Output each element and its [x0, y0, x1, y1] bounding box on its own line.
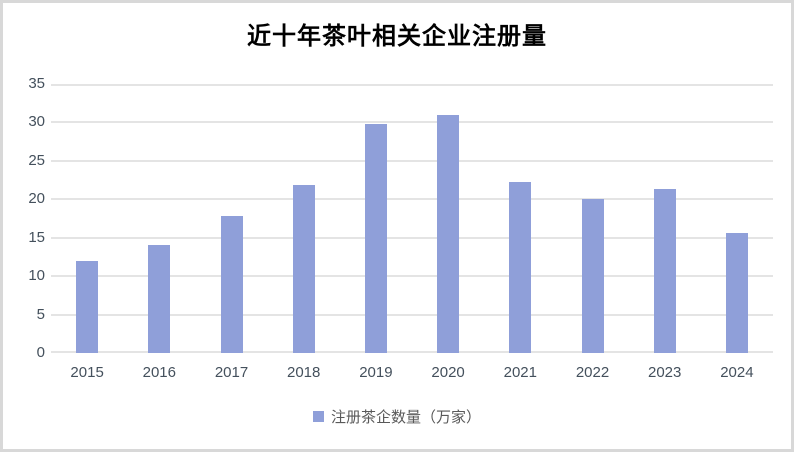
plot-area	[51, 84, 773, 353]
y-tick-label-10: 10	[28, 267, 45, 285]
x-tick-label-2015: 2015	[70, 364, 104, 381]
x-tick-label-2021: 2021	[503, 364, 537, 381]
legend: 注册茶企数量（万家）	[3, 406, 791, 427]
bar-2022	[581, 199, 604, 353]
bar-2018	[292, 185, 315, 353]
x-tick-label-2020: 2020	[431, 364, 465, 381]
y-tick-label-15: 15	[28, 228, 45, 246]
gridline-20	[51, 198, 773, 201]
y-axis: 0 5 10 15 20 25 30 35	[3, 75, 45, 361]
x-tick-label-2019: 2019	[359, 364, 393, 381]
y-tick-label-5: 5	[36, 305, 45, 323]
legend-label: 注册茶企数量（万家）	[330, 409, 481, 426]
x-tick-label-2023: 2023	[648, 364, 682, 381]
y-tick-label-35: 35	[28, 75, 45, 92]
bar-2019	[364, 123, 387, 353]
gridline-25	[51, 159, 773, 162]
gridline-30	[51, 121, 773, 124]
x-tick-label-2017: 2017	[214, 364, 249, 381]
y-tick-label-20: 20	[28, 190, 45, 208]
x-tick-label-2018: 2018	[287, 364, 321, 381]
y-tick-label-0: 0	[36, 344, 45, 361]
gridline-15	[51, 236, 773, 239]
x-tick-label-2016: 2016	[142, 364, 176, 381]
bar-2020	[437, 114, 460, 353]
y-tick-label-25: 25	[28, 151, 45, 169]
bar-2024	[725, 233, 748, 353]
bar-2021	[509, 182, 532, 353]
gridline-10	[51, 275, 773, 278]
gridline-35	[51, 84, 773, 86]
gridline-0	[51, 351, 773, 353]
bar-2015	[76, 260, 99, 353]
bar-2017	[220, 216, 243, 353]
bar-2016	[148, 245, 171, 353]
legend-marker-icon	[312, 411, 324, 422]
x-axis: 2015 2016 2017 2018 2019 2020 2021 2022 2023 2024	[51, 363, 773, 385]
x-tick-label-2024: 2024	[720, 364, 754, 381]
gridline-5	[51, 313, 773, 316]
y-tick-label-30: 30	[28, 113, 45, 131]
bar-2023	[653, 188, 676, 353]
x-tick-label-2022: 2022	[575, 364, 610, 381]
chart-title: 近十年茶叶相关企业注册量	[247, 21, 547, 50]
